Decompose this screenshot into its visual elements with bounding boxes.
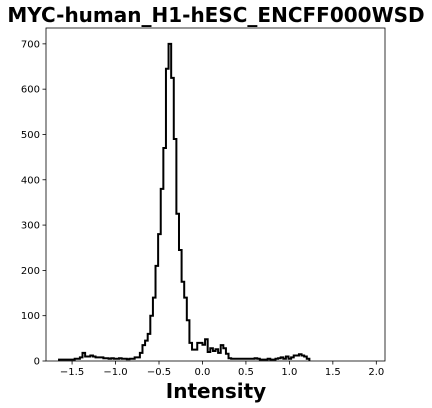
x-tick-label: −1.0 [103, 367, 127, 378]
x-tick-label: 2.0 [368, 367, 384, 378]
x-tick-label: 0.5 [238, 367, 254, 378]
x-tick-label: −0.5 [147, 367, 171, 378]
y-tick-label: 700 [21, 39, 40, 50]
y-tick-label: 600 [21, 85, 40, 96]
x-tick-label: 0.0 [195, 367, 211, 378]
chart-title: MYC-human_H1-hESC_ENCFF000WSD [7, 3, 424, 27]
y-tick-label: 0 [34, 357, 40, 368]
y-tick-label: 200 [21, 266, 40, 277]
y-tick-label: 100 [21, 311, 40, 322]
x-axis-label: Intensity [166, 379, 266, 403]
plot-area: −1.5 −1.0 −0.5 0.0 0.5 1.0 1.5 2.0 0 100 200 300 400… [21, 27, 386, 378]
x-tick-label: 1.0 [281, 367, 297, 378]
x-tick-label: −1.5 [60, 367, 84, 378]
plot-frame [45, 27, 386, 362]
y-tick-label: 300 [21, 221, 40, 232]
y-tick-label: 500 [21, 130, 40, 141]
x-tick-label: 1.5 [325, 367, 341, 378]
y-tick-label: 400 [21, 175, 40, 186]
histogram-outline [58, 42, 311, 361]
